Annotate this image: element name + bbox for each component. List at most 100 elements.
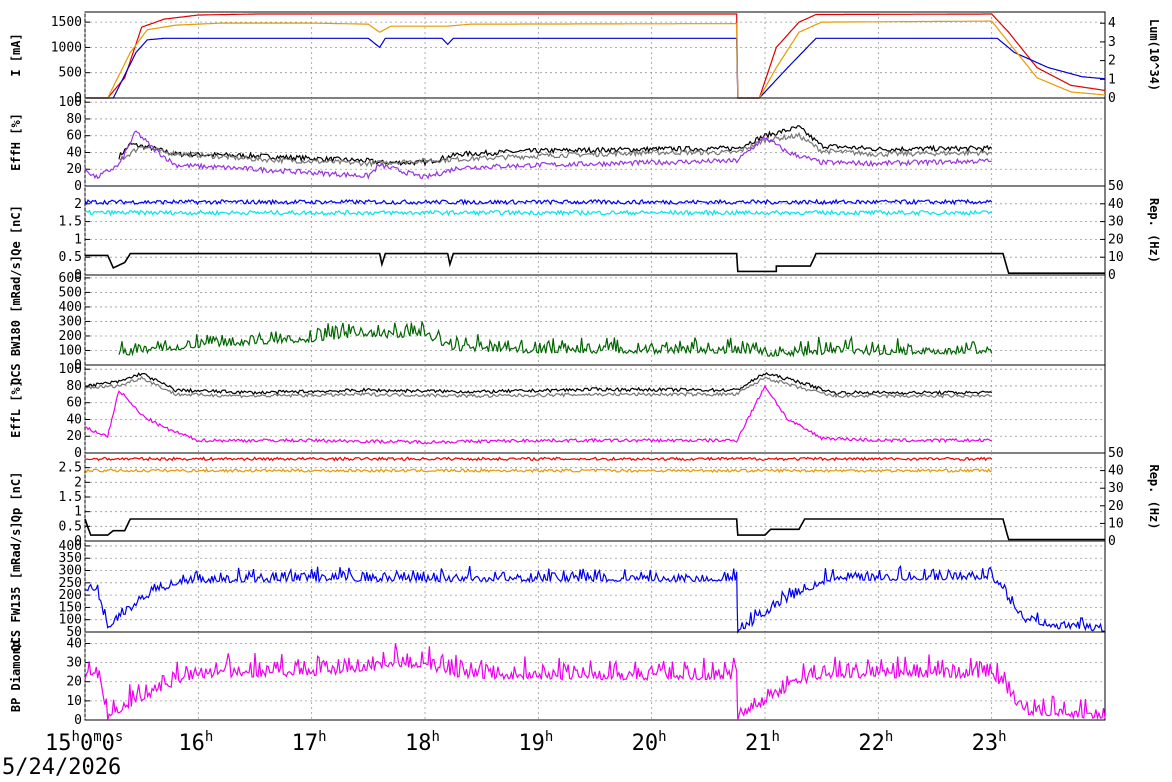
y-tick-label: 0 — [74, 179, 82, 194]
y-axis-label: QCS BW180 [mRad/s] — [9, 255, 23, 385]
y-right-tick-label: 30 — [1108, 215, 1124, 230]
series-bw180-0 — [118, 321, 993, 358]
y-tick-label: 500 — [59, 66, 82, 81]
y-right-axis-label: Lum(10^34) — [1147, 19, 1161, 91]
y-tick-label: 30 — [66, 656, 82, 671]
x-tick-label: 20h — [632, 729, 667, 756]
series-current-1 — [85, 37, 1106, 99]
y-tick-label: 600 — [59, 271, 82, 286]
panel-bp: 0 10 20 30 40 BP Diamond — [9, 631, 1106, 728]
y-right-tick-label: 4 — [1108, 16, 1116, 31]
y-right-tick-label: 0 — [1108, 268, 1116, 283]
series-qp-0 — [84, 456, 993, 462]
y-right-axis-label: Rep. (Hz) — [1147, 464, 1161, 529]
y-axis-label: EffL [%] — [9, 380, 23, 438]
y-right-tick-label: 0 — [1108, 534, 1116, 549]
y-tick-label: 2 — [74, 475, 82, 490]
y-tick-label: 1.5 — [59, 490, 82, 505]
series-effl-1 — [84, 375, 992, 399]
series-effh-2 — [84, 130, 992, 180]
y-axis-label: Qe [nC] — [9, 205, 23, 256]
series-effh-0 — [118, 125, 993, 167]
y-right-tick-label: 20 — [1108, 499, 1124, 514]
y-right-tick-label: 2 — [1108, 54, 1116, 69]
panel-frame — [84, 540, 1106, 633]
y-tick-label: 0 — [74, 358, 82, 373]
y-tick-label: 300 — [59, 314, 82, 329]
y-tick-label: 0 — [74, 446, 82, 461]
y-tick-label: 200 — [59, 588, 82, 603]
y-tick-label: 250 — [59, 576, 82, 591]
y-tick-label: 1 — [74, 505, 82, 520]
y-right-axis-label: Rep. (Hz) — [1147, 198, 1161, 263]
panel-qp: 0 0.511.522.5 Qp [nC] 0 10 20 30 40 50 Rep. (Hz) — [9, 446, 1161, 549]
y-tick-label: 400 — [59, 539, 82, 554]
y-axis-label: BP Diamond — [9, 640, 23, 712]
panel-frame — [84, 185, 1106, 276]
y-tick-label: 20 — [66, 162, 82, 177]
y-tick-label: 20 — [66, 675, 82, 690]
x-tick-label: 21h — [745, 729, 780, 756]
date-label: 5/24/2026 — [2, 755, 122, 780]
y-tick-label: 1 — [74, 232, 82, 247]
y-tick-label: 500 — [59, 285, 82, 300]
y-tick-label: 0.5 — [59, 250, 82, 265]
panel-frame — [84, 631, 1106, 721]
series-effl-2 — [84, 384, 992, 445]
series-effh-1 — [118, 131, 992, 168]
y-tick-label: 2 — [74, 197, 82, 212]
series-bp-0 — [84, 643, 1106, 721]
y-tick-label: 400 — [59, 300, 82, 315]
y-right-tick-label: 50 — [1108, 446, 1124, 461]
series-qe-0 — [84, 198, 993, 206]
y-tick-label: 80 — [66, 112, 82, 127]
y-right-tick-label: 10 — [1108, 250, 1124, 265]
y-tick-label: 100 — [59, 362, 82, 377]
series-effl-0 — [84, 372, 993, 396]
panel-frame — [84, 97, 1106, 187]
y-tick-label: 80 — [66, 379, 82, 394]
y-right-tick-label: 20 — [1108, 232, 1124, 247]
y-tick-label: 40 — [66, 636, 82, 651]
y-right-tick-label: 1 — [1108, 72, 1116, 87]
y-tick-label: 50 — [66, 625, 82, 640]
y-tick-label: 2.5 — [59, 461, 82, 476]
y-tick-label: 100 — [59, 95, 82, 110]
y-tick-label: 1000 — [51, 40, 82, 55]
x-tick-label: 19h — [518, 729, 553, 756]
y-axis-label: EffH [%] — [9, 113, 23, 171]
y-tick-label: 40 — [66, 145, 82, 160]
y-axis-label: Qp [nC] — [9, 472, 23, 523]
series-current-2 — [85, 20, 1106, 99]
y-right-tick-label: 30 — [1108, 481, 1124, 496]
y-tick-label: 60 — [66, 129, 82, 144]
y-tick-label: 150 — [59, 600, 82, 615]
y-tick-label: 1500 — [51, 15, 82, 30]
panel-qe: 0 0.5 1 1.5 2 Qe [nC] 0 10 20 30 40 50 Rep. (Hz) — [9, 179, 1161, 283]
y-tick-label: 300 — [59, 564, 82, 579]
y-axis-label: I [mA] — [9, 33, 23, 76]
y-tick-label: 20 — [66, 429, 82, 444]
series-qp-2 — [84, 518, 1105, 541]
x-tick-label: 17h — [292, 729, 327, 756]
y-tick-label: 0 — [74, 91, 82, 106]
y-right-tick-label: 10 — [1108, 516, 1124, 531]
y-right-tick-label: 0 — [1108, 91, 1116, 106]
y-tick-label: 200 — [59, 329, 82, 344]
series-current-0 — [85, 13, 1106, 99]
y-right-tick-label: 40 — [1108, 464, 1124, 479]
y-tick-label: 60 — [66, 396, 82, 411]
series-qe-1 — [84, 209, 992, 217]
y-tick-label: 0 — [74, 713, 82, 728]
series-fw135-0 — [84, 564, 1106, 635]
y-tick-label: 40 — [66, 412, 82, 427]
y-tick-label: 0.5 — [59, 519, 82, 534]
y-right-tick-label: 3 — [1108, 35, 1116, 50]
series-qe-2 — [85, 252, 1105, 274]
x-tick-label: 18h — [405, 729, 440, 756]
x-tick-label: 23h — [972, 729, 1007, 756]
